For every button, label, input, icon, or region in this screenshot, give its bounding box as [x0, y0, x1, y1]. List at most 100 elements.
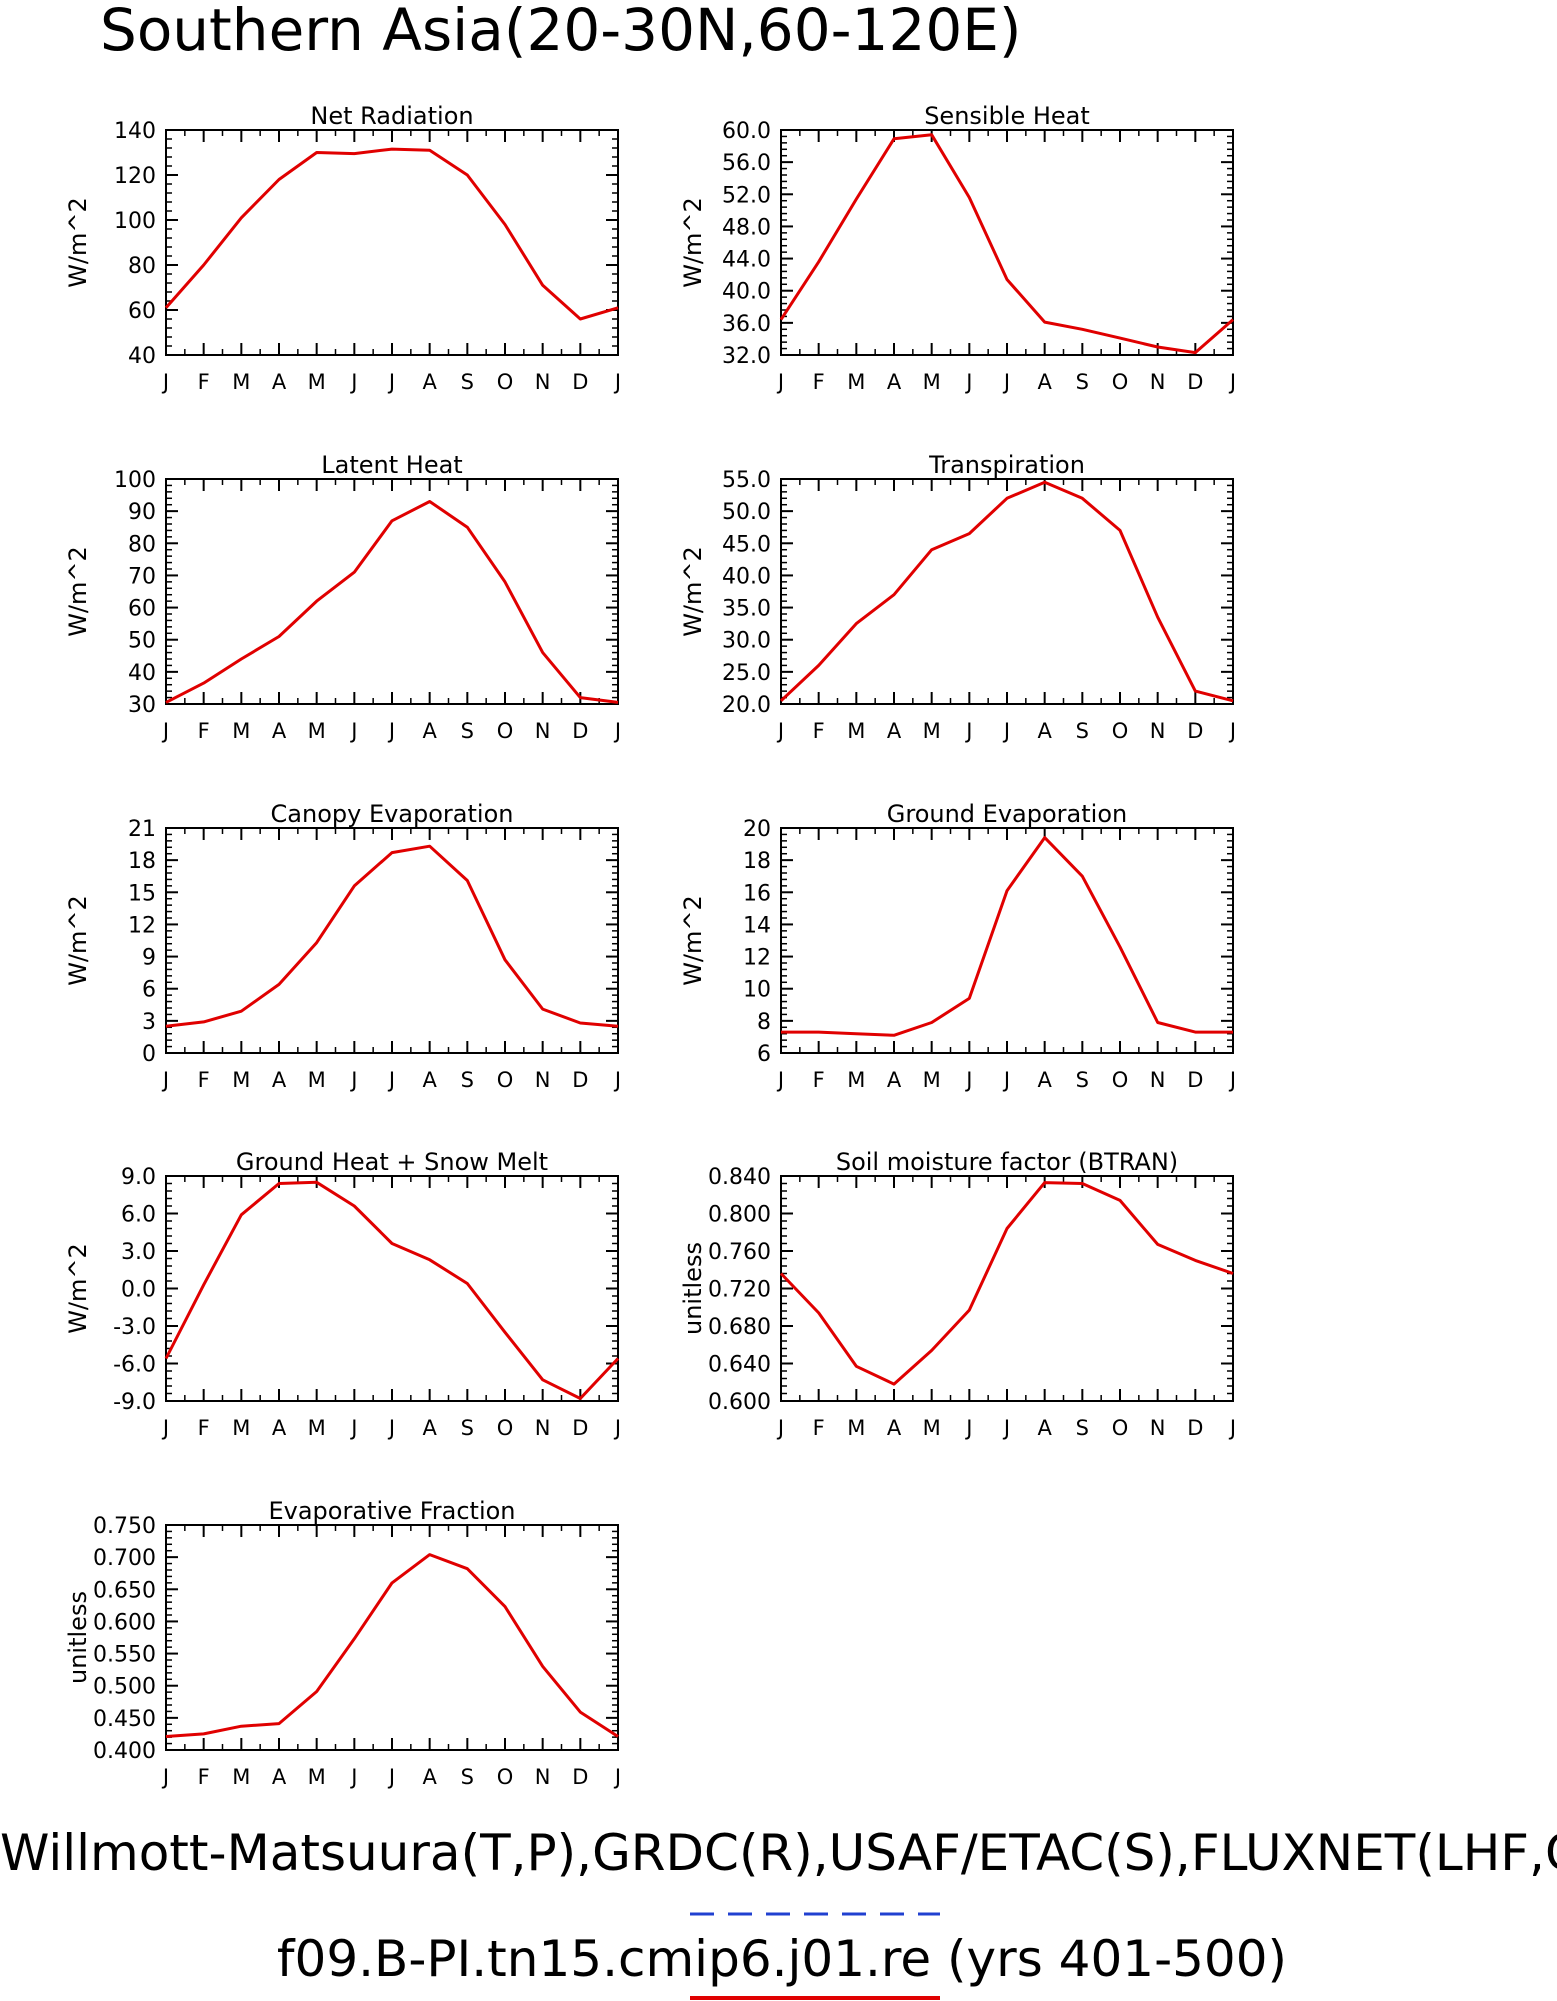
x-tick-label: J	[1228, 1068, 1236, 1092]
y-tick-label: 3.0	[121, 1240, 156, 1265]
x-tick-label: A	[422, 370, 437, 394]
x-tick-label: F	[198, 370, 210, 394]
plot-frame	[165, 478, 619, 705]
panel-title: Ground Heat + Snow Melt	[236, 1148, 548, 1176]
y-tick-label: 36.0	[722, 312, 771, 337]
y-tick-label: 50	[128, 629, 156, 654]
x-tick-label: M	[232, 1068, 250, 1092]
panel-title: Sensible Heat	[924, 102, 1090, 130]
x-tick-label: D	[572, 370, 588, 394]
y-tick-label: 90	[128, 500, 156, 525]
x-tick-label: F	[813, 719, 825, 743]
y-axis-label: unitless	[679, 1242, 707, 1335]
x-tick-label: M	[308, 370, 326, 394]
y-tick-label: 0	[142, 1042, 156, 1067]
y-tick-label: 44.0	[722, 248, 771, 273]
x-tick-label: D	[572, 1765, 588, 1789]
x-tick-label: N	[535, 1068, 551, 1092]
x-tick-label: A	[887, 370, 902, 394]
y-tick-label: 0.750	[93, 1514, 156, 1539]
x-tick-label: J	[387, 719, 395, 743]
y-tick-label: 12	[743, 946, 771, 971]
x-tick-label: J	[349, 1765, 357, 1789]
x-tick-label: F	[813, 1068, 825, 1092]
footer-case: f09.B-PI.tn15.cmip6.j01.re (yrs 401-500)	[277, 1930, 1287, 1988]
x-tick-label: D	[572, 719, 588, 743]
x-tick-label: J	[161, 1068, 169, 1092]
x-tick-label: J	[1228, 1416, 1236, 1440]
x-tick-label: M	[232, 719, 250, 743]
y-tick-label: 48.0	[722, 215, 771, 240]
plot-frame	[780, 129, 1234, 356]
y-tick-label: 120	[114, 164, 156, 189]
x-tick-label: S	[461, 1068, 474, 1092]
x-tick-label: A	[887, 1416, 902, 1440]
y-tick-label: 6.0	[121, 1203, 156, 1228]
x-tick-label: A	[272, 719, 287, 743]
y-tick-label: 12	[128, 913, 156, 938]
y-tick-label: 20	[743, 817, 771, 842]
x-tick-label: S	[461, 719, 474, 743]
series-line	[781, 836, 1233, 1037]
plot-frame	[165, 827, 619, 1054]
y-tick-label: 60	[128, 597, 156, 622]
x-tick-label: J	[349, 719, 357, 743]
y-tick-label: 20.0	[722, 693, 771, 718]
y-axis-label: W/m^2	[679, 895, 707, 986]
x-tick-label: D	[1187, 1416, 1203, 1440]
y-tick-label: 35.0	[722, 597, 771, 622]
x-tick-label: J	[613, 1068, 621, 1092]
plot-frame	[780, 1175, 1234, 1402]
x-tick-label: M	[923, 1068, 941, 1092]
y-axis-label: W/m^2	[64, 546, 92, 637]
y-tick-label: -6.0	[113, 1353, 156, 1378]
y-tick-label: 30.0	[722, 629, 771, 654]
series-line	[779, 133, 1234, 355]
y-tick-label: -3.0	[113, 1315, 156, 1340]
y-tick-label: 40	[128, 344, 156, 369]
y-tick-label: 30	[128, 693, 156, 718]
x-tick-label: M	[923, 370, 941, 394]
y-tick-label: 15	[128, 881, 156, 906]
x-tick-label: A	[422, 719, 437, 743]
y-tick-label: 0.600	[93, 1610, 156, 1635]
x-tick-label: J	[387, 1068, 395, 1092]
x-tick-label: F	[198, 1765, 210, 1789]
y-tick-label: 0.550	[93, 1643, 156, 1668]
x-tick-label: J	[964, 1068, 972, 1092]
x-tick-label: J	[349, 1416, 357, 1440]
x-tick-label: N	[1150, 370, 1166, 394]
plot-frame	[780, 478, 1234, 705]
x-tick-label: M	[923, 719, 941, 743]
y-tick-label: 0.700	[93, 1546, 156, 1571]
y-axis-label: W/m^2	[64, 1243, 92, 1334]
panel-title: Evaporative Fraction	[268, 1497, 515, 1525]
x-tick-label: J	[613, 370, 621, 394]
y-tick-label: 0.400	[93, 1739, 156, 1764]
x-tick-label: J	[161, 1765, 169, 1789]
y-tick-label: 0.720	[708, 1278, 771, 1303]
x-tick-label: S	[461, 1416, 474, 1440]
y-tick-label: 8	[757, 1010, 771, 1035]
x-tick-label: N	[1150, 1068, 1166, 1092]
x-tick-label: N	[1150, 719, 1166, 743]
x-tick-label: M	[923, 1416, 941, 1440]
x-tick-label: M	[847, 1416, 865, 1440]
x-tick-label: S	[461, 1765, 474, 1789]
x-tick-label: J	[613, 719, 621, 743]
y-tick-label: 0.840	[708, 1165, 771, 1190]
y-tick-label: 21	[128, 817, 156, 842]
y-tick-label: 18	[743, 849, 771, 874]
y-tick-label: 52.0	[722, 183, 771, 208]
y-tick-label: 0.760	[708, 1240, 771, 1265]
figure-title: Southern Asia(20-30N,60-120E)	[100, 0, 1022, 64]
x-tick-label: O	[497, 1765, 514, 1789]
y-tick-label: 40.0	[722, 280, 771, 305]
x-tick-label: J	[349, 1068, 357, 1092]
